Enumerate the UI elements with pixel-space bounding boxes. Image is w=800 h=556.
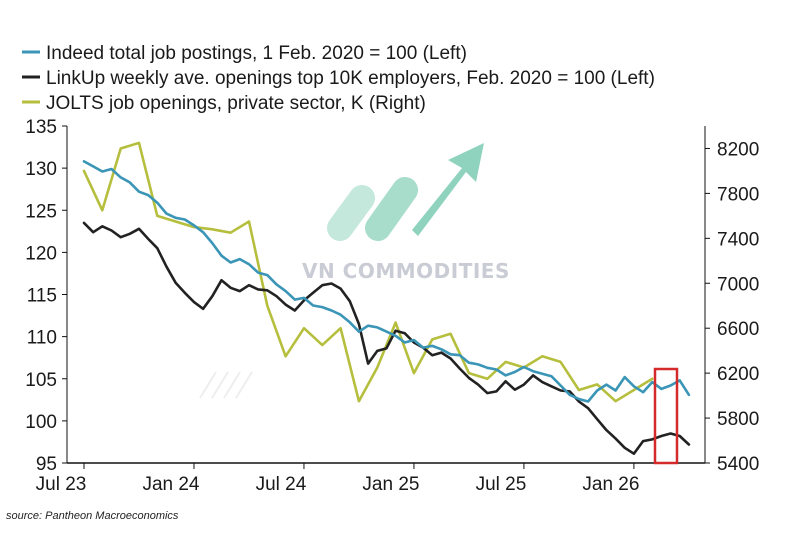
watermark-bar-1 [327, 185, 375, 241]
series-line-jolts [82, 141, 654, 403]
left-tick-label: 115 [27, 286, 57, 307]
right-tick-label: 5800 [717, 409, 759, 430]
right-tick-label: 7800 [717, 184, 759, 205]
left-tick-label: 110 [27, 328, 57, 349]
x-axis-ticks: Jul 23 Jan 24 Jul 24 Jan 25 Jul 25 Jan 26 [36, 463, 639, 495]
left-tick-label: 95 [36, 454, 57, 475]
series-line-indeed [82, 160, 691, 403]
x-tick-label: Jan 24 [142, 474, 199, 495]
right-tick-label: 7400 [717, 229, 759, 250]
left-tick-label: 120 [25, 243, 57, 264]
right-tick-label: 6200 [717, 364, 759, 385]
x-tick-label: Jul 23 [36, 474, 87, 495]
x-tick-label: Jan 25 [362, 474, 419, 495]
x-tick-label: Jul 24 [256, 474, 307, 495]
left-tick-label: 125 [25, 201, 57, 222]
legend: Indeed total job postings, 1 Feb. 2020 =… [22, 43, 655, 114]
watermark-text: VN COMMODITIES [302, 259, 510, 283]
series-line-linkup [82, 221, 691, 456]
left-tick-label: 105 [25, 370, 57, 391]
x-tick-label: Jul 25 [476, 474, 527, 495]
right-tick-label: 8200 [717, 139, 759, 160]
legend-label-indeed: Indeed total job postings, 1 Feb. 2020 =… [46, 43, 467, 64]
left-axis-ticks: 95 100 105 110 115 120 125 130 135 [25, 117, 67, 475]
highlight-box [653, 367, 679, 465]
right-axis-ticks: 5400 5800 6200 6600 7000 7400 7800 8200 [705, 139, 759, 475]
x-tick-label: Jan 26 [582, 474, 639, 495]
watermark-bar-2 [365, 177, 418, 241]
source-note: source: Pantheon Macroeconomics [6, 510, 179, 522]
right-tick-label: 5400 [717, 454, 759, 475]
left-tick-label: 135 [25, 117, 57, 138]
left-tick-label: 130 [25, 159, 57, 180]
legend-label-jolts: JOLTS job openings, private sector, K (R… [46, 93, 426, 114]
left-tick-label: 100 [25, 412, 57, 433]
watermark-arrow [412, 143, 484, 236]
watermark-logo: VN COMMODITIES [199, 143, 510, 399]
series-lines [82, 141, 691, 456]
right-tick-label: 7000 [717, 274, 759, 295]
legend-label-linkup: LinkUp weekly ave. openings top 10K empl… [46, 68, 655, 89]
watermark-stripes [199, 371, 253, 399]
right-tick-label: 6600 [717, 319, 759, 340]
